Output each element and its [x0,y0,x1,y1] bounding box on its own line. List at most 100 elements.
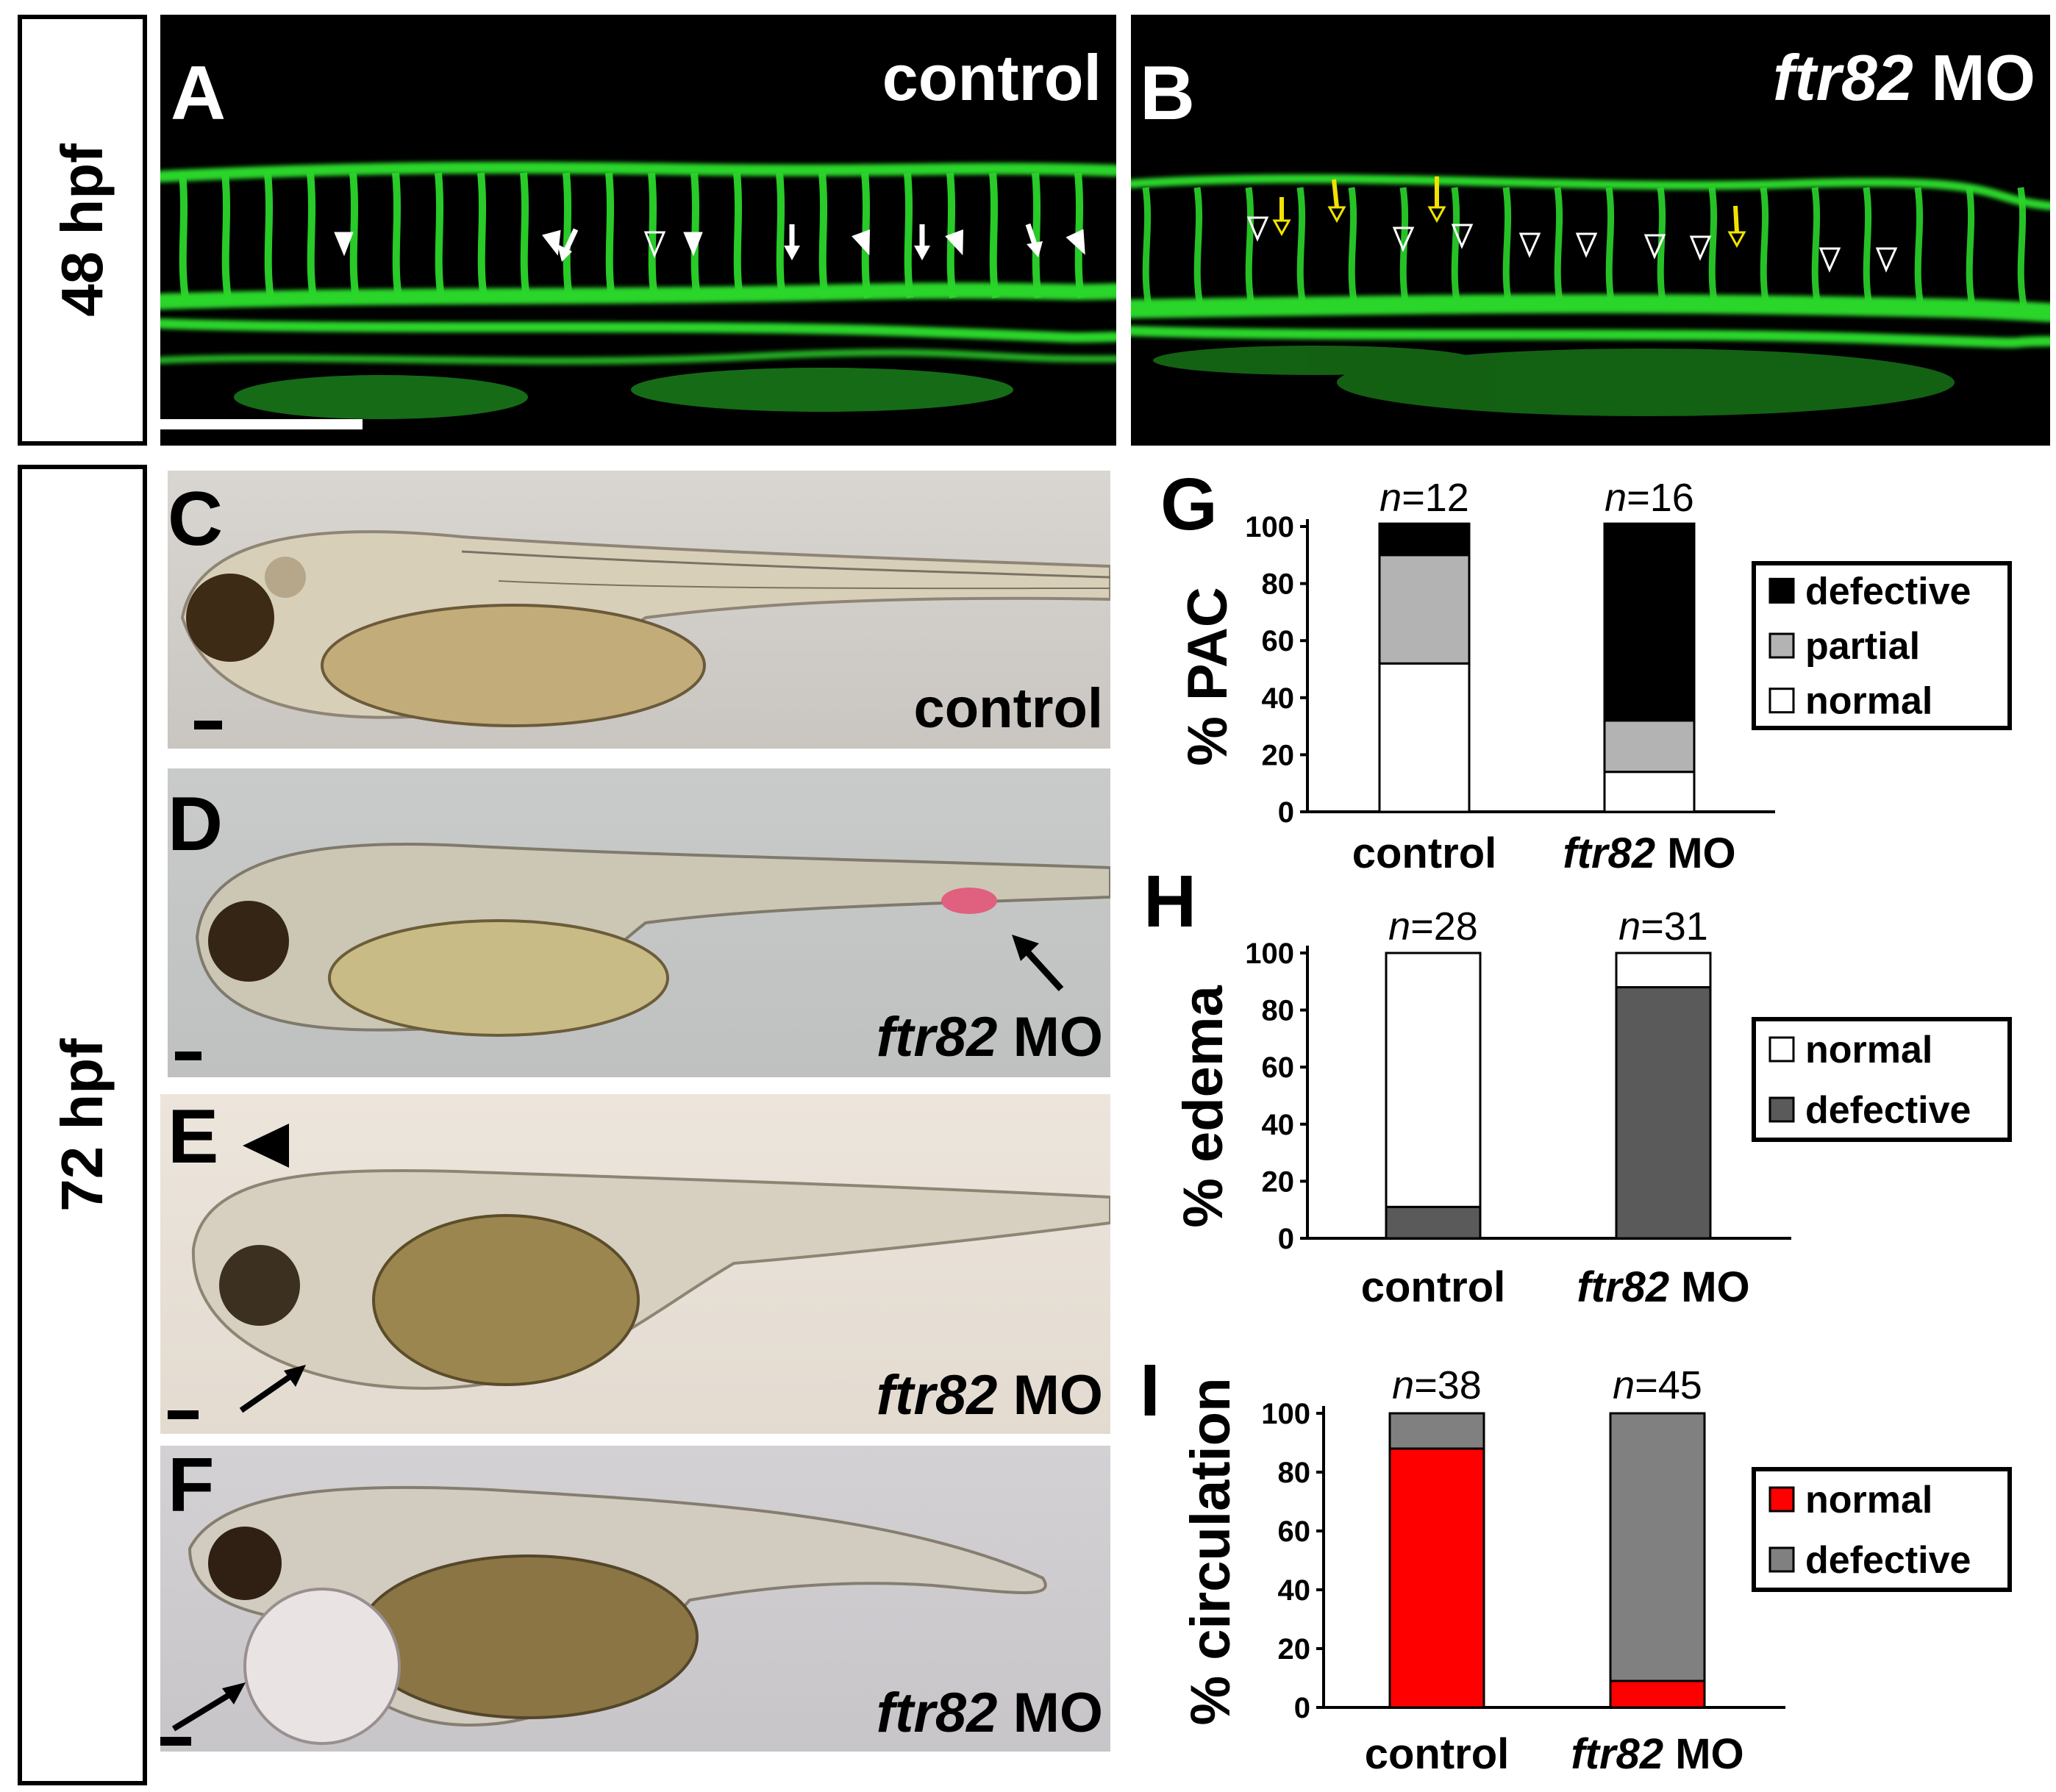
chart-G-n-label: n=12 [1379,476,1469,520]
chart-G-legend-label-partial: partial [1805,625,1920,668]
panel-e-larva [168,1124,1110,1419]
chart-H-y-tick-label: 60 [1262,1052,1295,1084]
panel-b-micrograph: B ftr82 MO [1131,15,2050,446]
chart-H-y-axis-title: % edema [1172,985,1235,1228]
panel-b-vessels [1131,174,2050,416]
chart-H-y-tick-label: 40 [1262,1109,1295,1141]
segmental-vessel [1032,172,1042,299]
chart-H-bar-normal [1615,952,1712,989]
panel-b-condition: ftr82 MO [1773,46,2035,110]
segmental-vessel [2017,187,2027,306]
panel-b-suffix: MO [1913,41,2035,114]
segmental-vessel [392,172,402,299]
panel-f-micrograph: F ftr82 MO [160,1446,1110,1752]
chart-I-bar-defective [1609,1412,1706,1682]
panel-e-micrograph: E ftr82 MO [160,1094,1110,1434]
panel-b-gene: ftr82 [1773,41,1913,114]
segmental-vessel [520,172,530,299]
chart-G-legend-swatch-normal [1768,688,1795,714]
panel-f-larva [160,1485,1047,1746]
chart-H-y-tick-label: 100 [1245,938,1294,970]
chart-H-legend-label-normal: normal [1805,1029,1932,1071]
scale-bar [160,1737,191,1746]
stage-label-48hpf: 48 hpf [18,15,147,446]
segmental-vessel [776,172,786,299]
chart-H-n-label: n=28 [1388,904,1478,949]
chart-G-legend-swatch-defective [1768,577,1795,604]
segmental-vessel [1708,187,1718,306]
panel-a-label: A [171,51,226,136]
segmental-vessel [1554,187,1564,306]
chart-G-y-tick-label: 100 [1245,511,1294,543]
segmental-vessel [1760,187,1770,306]
panel-f-suffix: MO [997,1682,1103,1744]
chart-I-y-tick-label: 40 [1278,1574,1311,1607]
panel-e-suffix: MO [997,1364,1103,1427]
chart-G-category-label: control [1352,829,1497,877]
chart-I-n-label: n=38 [1392,1363,1482,1407]
chart-H-category-label: control [1361,1263,1506,1311]
segmental-vessel [477,172,488,299]
chart-G-legend-label-defective: defective [1805,570,1971,613]
chart-G-bar-partial [1603,719,1696,774]
panel-e-gene: ftr82 [876,1364,998,1427]
segmental-vessel [733,172,743,299]
segmental-vessel [1296,187,1307,306]
segmental-vessel [349,172,360,299]
chart-I-y-tick-label: 80 [1278,1457,1311,1489]
panel-a-vessels [160,162,1116,429]
chart-G-y-tick-label: 20 [1262,739,1295,771]
segmental-vessel [1193,187,1204,306]
chart-G-panel-label: G [1160,463,1218,546]
panel-d-condition: ftr82 MO [877,1010,1103,1065]
chart-I-legend-swatch-normal [1768,1486,1795,1513]
chart-I-bar-defective [1388,1412,1485,1450]
segmental-vessel [1966,187,1976,306]
chart-I-category-label: ftr82 MO [1571,1730,1743,1778]
chart-G-bar-defective [1378,522,1471,557]
chart-I-legend-label-normal: normal [1805,1479,1932,1521]
scale-bar [160,419,363,429]
chart-G-y-tick-label: 80 [1262,568,1295,601]
scale-bar [168,1410,199,1419]
panel-d-gene: ftr82 [876,1006,998,1068]
chart-G-legend-box [1752,561,2012,730]
chart-H-legend-box [1752,1017,2012,1142]
chart-H-y-tick-label: 0 [1278,1223,1294,1255]
segmental-vessel [904,172,914,299]
chart-I-y-tick-label: 60 [1278,1516,1311,1548]
segmental-vessel [307,172,317,299]
panel-c-larva [180,530,1110,729]
panel-b-label: B [1140,51,1196,136]
chart-I-legend-swatch-defective [1768,1546,1795,1573]
segmental-vessel [1502,187,1513,306]
chart-G-legend-swatch-partial [1768,632,1795,659]
segmental-vessel [1863,187,1873,306]
segmental-vessel [435,172,445,299]
segmental-vessel [989,172,999,299]
segmental-vessel [818,172,829,299]
chart-H-bar-defective [1615,986,1712,1240]
chart-G-y-axis-title: % PAC [1177,587,1239,766]
chart-G-category-label: ftr82 MO [1563,829,1735,877]
segmental-vessel [1811,187,1821,306]
chart-I-panel-label: I [1140,1349,1160,1432]
chart-I-y-tick-label: 100 [1261,1398,1310,1430]
segmental-vessel [605,172,615,299]
panel-d-label: D [168,782,224,867]
panel-f-condition: ftr82 MO [877,1685,1103,1741]
panel-c-label: C [168,476,224,562]
chart-H-y-tick-label: 80 [1262,995,1295,1027]
chart-G-legend-label-normal: normal [1805,680,1932,723]
chart-H-legend-label-defective: defective [1805,1089,1971,1132]
chart-G-bar-defective [1603,522,1696,722]
stage-label-72hpf: 72 hpf [18,465,147,1785]
panel-f-gene: ftr82 [876,1682,998,1744]
panel-e-label: E [168,1094,219,1179]
chart-I-category-label: control [1365,1730,1510,1778]
chart-I-legend-label-defective: defective [1805,1539,1971,1582]
segmental-vessel [264,172,274,299]
chart-H-bar-defective [1385,1205,1482,1240]
chart-I-bar-normal [1609,1679,1706,1709]
segmental-vessel [1142,187,1152,306]
